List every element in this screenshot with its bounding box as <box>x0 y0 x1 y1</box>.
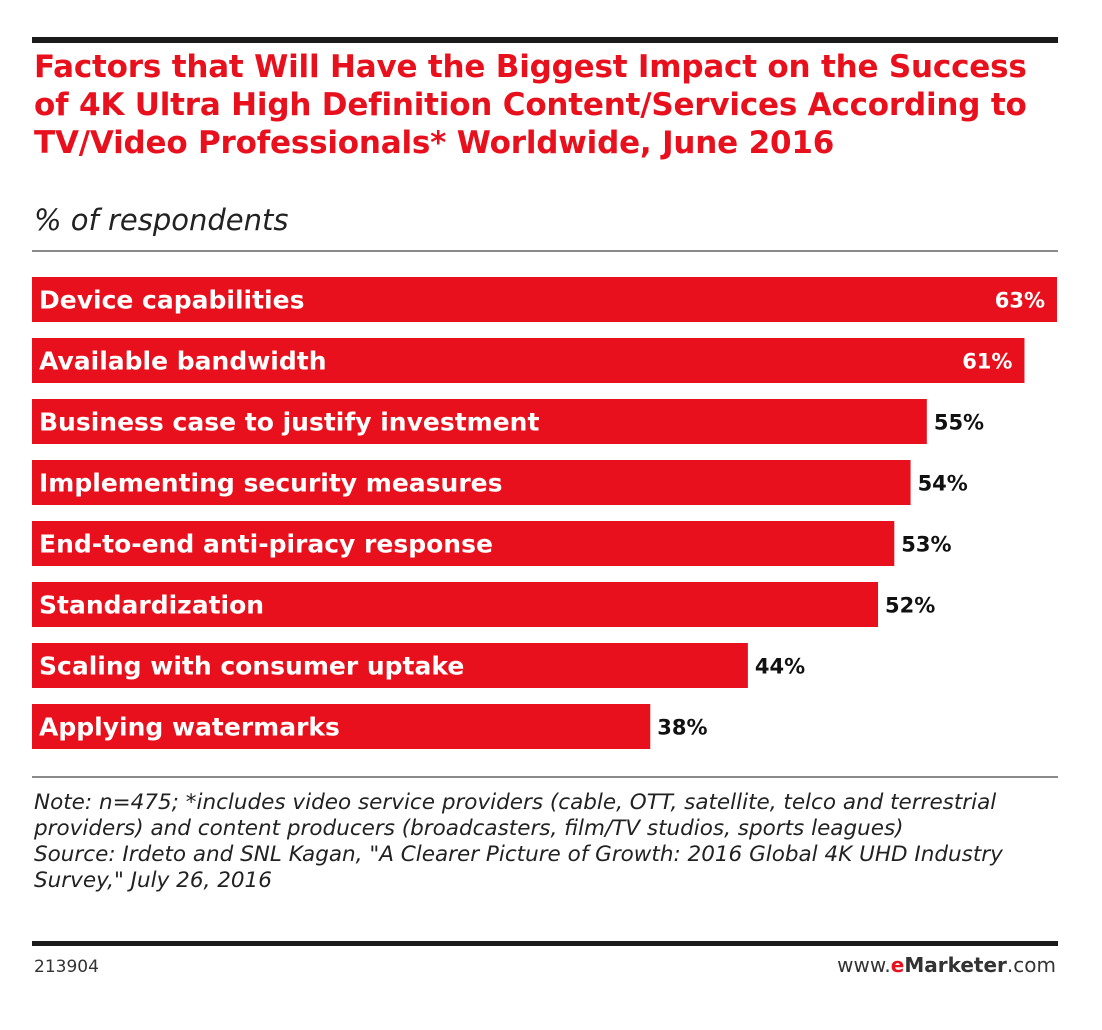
brand-prefix: www. <box>837 953 891 977</box>
bar-7 <box>32 643 748 688</box>
brand-e: e <box>890 953 905 977</box>
chart-subtitle: % of respondents <box>34 203 289 237</box>
bar-2 <box>32 338 1025 383</box>
source-text: Source: Irdeto and SNL Kagan, "A Clearer… <box>34 842 1003 893</box>
chart-title: Factors that Will Have the Biggest Impac… <box>34 49 1027 161</box>
category-label-3: Business case to justify investment <box>39 408 539 437</box>
value-label-6: 52% <box>885 594 935 618</box>
value-label-7: 44% <box>755 655 805 679</box>
category-label-8: Applying watermarks <box>39 713 340 742</box>
value-label-5: 53% <box>901 533 951 557</box>
bar-1 <box>32 277 1057 322</box>
emarketer-logo: www.eMarketer.com <box>837 953 1056 977</box>
notes-block: Note: n=475; *includes video service pro… <box>34 790 1064 894</box>
category-label-2: Available bandwidth <box>39 347 327 376</box>
header-divider <box>32 250 1058 252</box>
value-label-8: 38% <box>657 716 707 740</box>
category-label-1: Device capabilities <box>39 286 304 315</box>
category-label-4: Implementing security measures <box>39 469 503 498</box>
chart-id: 213904 <box>34 957 99 977</box>
category-label-7: Scaling with consumer uptake <box>39 652 464 681</box>
value-label-1: 63% <box>995 289 1045 313</box>
value-label-3: 55% <box>934 411 984 435</box>
brand-name: Marketer <box>904 953 1007 977</box>
brand-suffix: .com <box>1006 953 1056 977</box>
top-rule <box>32 37 1058 43</box>
bar-chart: Device capabilities 63% Available bandwidt… <box>32 277 1057 749</box>
bottom-rule <box>32 941 1058 946</box>
category-label-6: Standardization <box>39 591 264 620</box>
notes-divider <box>32 776 1058 778</box>
bar-6 <box>32 582 879 627</box>
note-text: Note: n=475; *includes video service pro… <box>34 790 997 841</box>
category-label-5: End-to-end anti-piracy response <box>39 530 493 559</box>
bar-5 <box>32 521 895 566</box>
value-label-4: 54% <box>918 472 968 496</box>
bar-8 <box>32 704 651 749</box>
bar-4 <box>32 460 911 505</box>
bar-3 <box>32 399 927 444</box>
value-label-2: 61% <box>962 350 1012 374</box>
